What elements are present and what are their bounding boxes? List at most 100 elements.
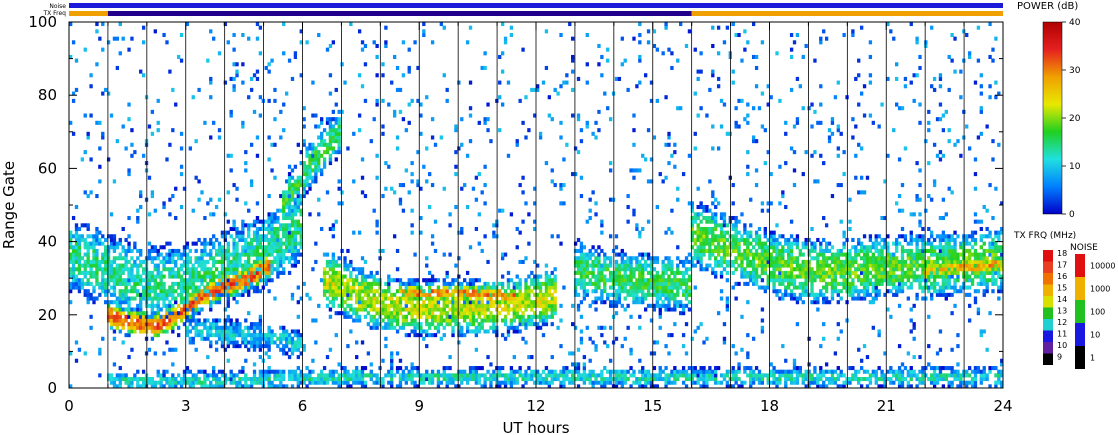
- power-cell: [445, 373, 449, 378]
- power-cell: [573, 146, 578, 151]
- power-cell: [147, 303, 152, 308]
- power-cell: [206, 289, 210, 294]
- power-cell: [214, 274, 219, 279]
- power-cell: [641, 263, 645, 268]
- power-cell: [635, 289, 639, 294]
- power-cell: [232, 373, 236, 378]
- power-cell: [270, 58, 274, 63]
- power-cell: [655, 303, 659, 308]
- power-cell: [658, 274, 662, 279]
- power-cell: [632, 142, 636, 147]
- power-cell: [486, 307, 490, 312]
- power-cell: [206, 201, 210, 206]
- power-cell: [681, 281, 686, 286]
- power-cell: [457, 314, 461, 319]
- power-cell: [69, 267, 73, 272]
- power-cell: [325, 373, 330, 378]
- power-cell: [684, 377, 689, 382]
- power-cell: [235, 380, 239, 385]
- power-cell: [483, 234, 487, 239]
- power-cell: [597, 267, 601, 272]
- power-cell: [725, 245, 730, 250]
- power-cell: [407, 311, 411, 316]
- power-cell: [176, 333, 181, 338]
- power-cell: [746, 366, 750, 371]
- power-cell: [311, 175, 315, 180]
- power-cell: [287, 172, 292, 177]
- power-cell: [287, 333, 292, 338]
- power-cell: [284, 248, 289, 253]
- power-cell: [392, 292, 397, 297]
- power-cell: [425, 179, 429, 184]
- power-cell: [203, 215, 207, 221]
- power-cell: [714, 373, 718, 378]
- power-cell: [533, 201, 537, 206]
- power-cell: [273, 226, 277, 232]
- power-cell: [716, 84, 721, 89]
- power-cell: [238, 256, 242, 261]
- power-cell: [751, 270, 756, 275]
- power-cell: [331, 285, 336, 290]
- power-cell: [95, 270, 99, 275]
- power-cell: [127, 311, 131, 316]
- power-cell: [658, 366, 662, 371]
- power-cell: [109, 259, 114, 264]
- power-cell: [463, 303, 467, 308]
- power-cell: [670, 259, 674, 264]
- power-cell: [124, 292, 128, 297]
- power-cell: [206, 329, 210, 334]
- power-cell: [451, 278, 455, 283]
- power-cell: [71, 234, 76, 239]
- power-cell: [477, 296, 481, 301]
- power-cell: [390, 377, 394, 382]
- power-cell: [95, 226, 99, 232]
- power-cell: [252, 347, 257, 352]
- power-cell: [731, 69, 735, 74]
- power-cell: [217, 329, 222, 334]
- power-cell: [182, 248, 187, 253]
- power-cell: [104, 237, 108, 242]
- power-cell: [390, 362, 394, 367]
- power-cell: [165, 329, 169, 334]
- power-cell: [92, 300, 96, 305]
- power-cell: [436, 296, 441, 301]
- power-cell: [725, 384, 730, 389]
- power-cell: [206, 373, 210, 378]
- power-cell: [576, 113, 581, 118]
- power-cell: [664, 366, 668, 371]
- power-cell: [115, 314, 120, 319]
- power-cell: [606, 292, 610, 297]
- power-cell: [512, 289, 516, 294]
- power-cell: [699, 245, 703, 250]
- power-cell: [279, 248, 283, 253]
- power-cell: [445, 322, 449, 327]
- power-cell: [279, 208, 283, 213]
- power-cell: [708, 208, 712, 213]
- power-cell: [422, 307, 426, 312]
- power-cell: [311, 157, 315, 162]
- power-cell: [576, 307, 581, 312]
- power-cell: [515, 300, 519, 305]
- power-cell: [86, 278, 90, 283]
- power-cell: [217, 259, 222, 264]
- power-cell: [287, 230, 292, 235]
- power-cell: [646, 285, 651, 290]
- power-cell: [194, 347, 198, 352]
- power-cell: [606, 344, 610, 349]
- power-cell: [299, 237, 303, 242]
- power-cell: [343, 259, 347, 264]
- power-cell: [293, 340, 298, 345]
- power-cell: [226, 241, 230, 246]
- power-cell: [515, 380, 519, 385]
- power-cell: [130, 384, 134, 389]
- power-cell: [722, 340, 727, 345]
- power-cell: [468, 311, 473, 316]
- power-cell: [410, 161, 414, 166]
- power-cell: [334, 285, 338, 290]
- power-cell: [664, 256, 668, 261]
- power-cell: [463, 183, 467, 188]
- power-cell: [290, 340, 295, 345]
- power-cell: [401, 292, 406, 297]
- power-cell: [212, 212, 216, 217]
- power-cell: [109, 245, 114, 250]
